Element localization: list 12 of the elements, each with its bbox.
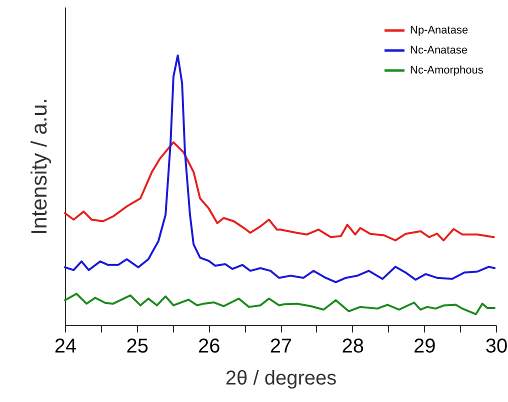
legend-label: Nc-Anatase: [410, 44, 468, 56]
x-axis-title: 2θ / degrees: [225, 368, 337, 390]
x-tick-label: 24: [54, 336, 77, 358]
x-tick-label: 26: [198, 336, 220, 358]
x-tick-label: 28: [342, 336, 364, 358]
legend-label: Nc-Amorphous: [410, 64, 484, 76]
x-tick-label: 25: [126, 336, 148, 358]
x-tick-label: 27: [270, 336, 292, 358]
x-tick-label: 29: [414, 336, 436, 358]
legend-label: Np-Anatase: [410, 24, 468, 36]
y-axis-title: Intensity / a.u.: [26, 98, 52, 235]
x-tick-label: 30: [485, 336, 508, 358]
